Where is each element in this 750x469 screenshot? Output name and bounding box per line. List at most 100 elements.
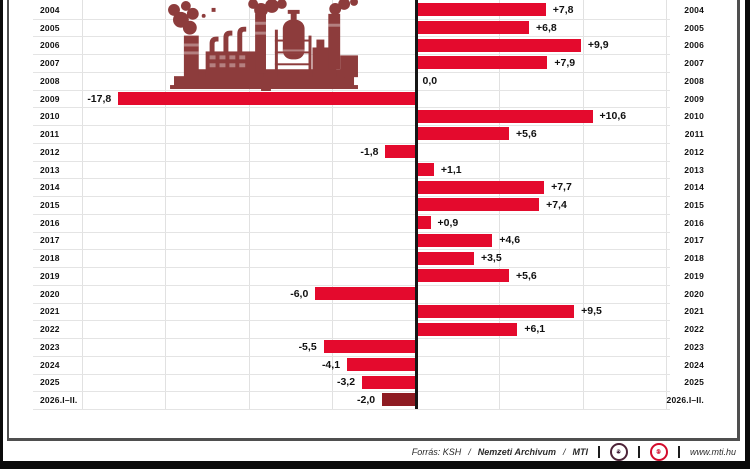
separator-bar (637, 445, 640, 458)
year-label-right: 2019 (684, 270, 704, 281)
frame-edge-bottom (0, 461, 750, 469)
year-label-left: 2021 (40, 306, 60, 317)
bar-2026.I–II. (382, 393, 416, 407)
slash: / (562, 446, 566, 457)
year-label-right: 2010 (684, 111, 704, 122)
bar-value-label: -4,1 (321, 358, 341, 371)
bar-2013 (415, 162, 434, 176)
grid-vline (332, 0, 333, 409)
row-separator (33, 142, 670, 144)
bar-value-label: +7,4 (546, 198, 567, 211)
year-label-right: 2023 (684, 341, 704, 352)
year-label-left: 2025 (40, 377, 60, 388)
year-label-left: 2012 (40, 146, 60, 157)
bar-2011 (415, 127, 510, 141)
grid-vline (81, 0, 83, 409)
row-separator (33, 160, 670, 162)
bar-2018 (415, 251, 474, 265)
year-label-left: 2024 (40, 359, 60, 370)
grid-vline (248, 0, 250, 409)
year-label-left: 2026.I–II. (40, 395, 78, 406)
bar-value-label: +0,9 (437, 216, 459, 229)
row-separator (33, 213, 670, 215)
row-separator (33, 267, 670, 269)
bar-value-label: +1,1 (440, 163, 462, 176)
chart-frame-bottom (7, 438, 740, 441)
year-label-right: 2025 (684, 377, 704, 388)
frame-edge-right (745, 0, 750, 469)
bar-2024 (347, 358, 416, 371)
bar-2007 (415, 56, 548, 70)
year-label-right: 2016 (684, 217, 704, 228)
archive-label: Nemzeti Archivum (477, 446, 556, 457)
row-separator (33, 284, 670, 286)
grid-vline (666, 0, 667, 409)
bar-2004 (415, 3, 546, 17)
year-label-right: 2009 (684, 93, 704, 104)
year-label-right: 2013 (684, 164, 704, 175)
grid-vline (165, 0, 166, 409)
row-separator (33, 36, 670, 38)
factory-icon (168, 0, 358, 91)
year-label-right: 2021 (684, 306, 704, 317)
year-label-right: 2020 (684, 288, 704, 299)
zero-axis-line (414, 0, 418, 409)
row-separator (33, 231, 670, 233)
year-label-left: 2008 (40, 75, 60, 86)
year-label-left: 2007 (40, 58, 60, 69)
mti-logo-text: MTI (656, 449, 662, 454)
bar-2006 (415, 38, 581, 52)
year-label-left: 2005 (40, 22, 60, 33)
bar-value-label: +7,9 (554, 57, 576, 70)
row-separator (33, 178, 670, 180)
year-label-left: 2023 (40, 341, 60, 352)
year-label-right: 2012 (684, 146, 704, 157)
bar-value-label: 0,0 (422, 74, 438, 87)
mtva-logo-text: MTVA (615, 449, 623, 454)
year-label-right: 2014 (684, 182, 704, 193)
row-separator (33, 355, 670, 357)
row-separator (33, 89, 670, 91)
row-separator (33, 196, 670, 198)
bar-value-label: -2,0 (357, 394, 376, 407)
bar-value-label: -3,2 (336, 376, 356, 389)
row-separator (33, 373, 670, 375)
bar-value-label: -6,0 (290, 287, 309, 300)
year-label-left: 2006 (40, 40, 60, 51)
year-label-right: 2018 (684, 253, 704, 264)
bar-value-label: -5,5 (298, 340, 317, 353)
grid-vline (582, 0, 584, 409)
year-label-right: 2007 (684, 58, 704, 69)
bar-value-label: +10,6 (599, 110, 627, 123)
year-label-left: 2010 (40, 111, 60, 122)
row-separator (33, 409, 670, 411)
year-label-left: 2011 (40, 129, 60, 140)
source-footer: Forrás: KSH / Nemzeti Archivum / MTI MTV… (10, 442, 736, 461)
chart-frame-right (737, 0, 740, 441)
year-label-left: 2022 (40, 324, 60, 335)
year-label-left: 2020 (40, 288, 60, 299)
year-label-right: 2004 (684, 4, 704, 15)
frame-edge-left (0, 0, 3, 469)
bar-value-label: +6,1 (524, 323, 546, 336)
row-separator (33, 338, 670, 340)
bar-value-label: +4,6 (499, 234, 521, 247)
year-label-left: 2009 (40, 93, 60, 104)
year-label-right: 2011 (684, 129, 704, 140)
bar-2021 (415, 304, 575, 318)
chart-frame-left (7, 0, 9, 441)
year-label-right: 2026.I–II. (666, 395, 704, 406)
bar-value-label: -17,8 (87, 92, 112, 105)
year-label-left: 2017 (40, 235, 60, 246)
chart-plot-area: 2004 2004 +7,8 2005 2005 +6,8 2006 2006 +9,9 2007… (33, 0, 704, 411)
bar-value-label: +7,7 (551, 181, 572, 194)
year-label-left: 2013 (40, 164, 60, 175)
year-label-right: 2015 (684, 199, 704, 210)
row-separator (33, 107, 670, 109)
source-label: Forrás: KSH (411, 446, 462, 457)
row-separator (33, 125, 670, 127)
year-label-left: 2014 (40, 182, 60, 193)
bar-2022 (415, 322, 518, 336)
year-label-right: 2024 (684, 359, 704, 370)
